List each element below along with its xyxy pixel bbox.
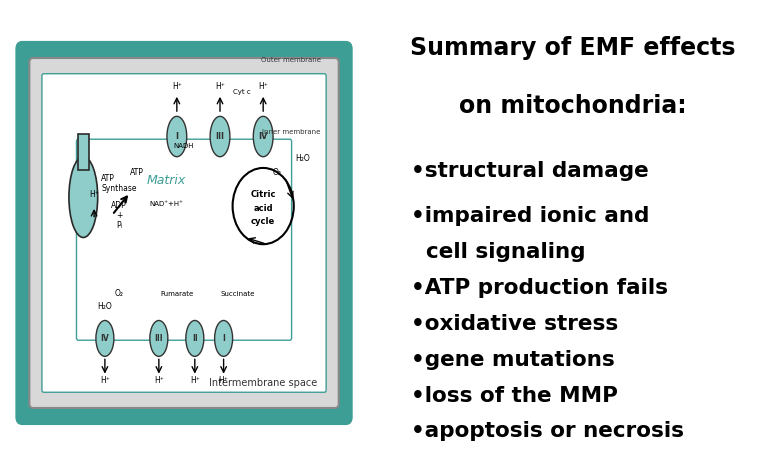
FancyBboxPatch shape	[16, 43, 351, 424]
Text: NAD⁺+H⁺: NAD⁺+H⁺	[149, 201, 183, 207]
Ellipse shape	[69, 157, 98, 238]
Ellipse shape	[253, 117, 273, 157]
Ellipse shape	[186, 320, 204, 356]
FancyBboxPatch shape	[52, 110, 315, 370]
FancyBboxPatch shape	[30, 58, 339, 408]
Text: H⁺: H⁺	[190, 376, 199, 385]
Text: H⁺: H⁺	[258, 82, 268, 91]
Text: cycle: cycle	[251, 217, 275, 226]
FancyBboxPatch shape	[42, 74, 326, 392]
Text: Intermembrane space: Intermembrane space	[209, 377, 317, 388]
Text: •ATP production fails: •ATP production fails	[411, 278, 668, 298]
Text: Matrix: Matrix	[146, 174, 185, 186]
Text: O₂: O₂	[273, 168, 282, 177]
Text: Summary of EMF effects: Summary of EMF effects	[411, 36, 736, 59]
Text: H⁺: H⁺	[219, 376, 228, 385]
Text: H₂O: H₂O	[296, 154, 310, 163]
FancyBboxPatch shape	[65, 124, 303, 355]
Text: IV: IV	[258, 132, 268, 141]
Text: •gene mutations: •gene mutations	[411, 350, 615, 370]
Ellipse shape	[96, 320, 114, 356]
Text: cell signaling: cell signaling	[411, 242, 586, 262]
Text: H⁺: H⁺	[215, 82, 225, 91]
Text: •oxidative stress: •oxidative stress	[411, 314, 619, 334]
Text: II: II	[192, 334, 198, 343]
Text: ADP
+
Pᵢ: ADP + Pᵢ	[111, 201, 127, 230]
Ellipse shape	[150, 320, 168, 356]
Text: ATP: ATP	[131, 168, 144, 177]
Text: Fumarate: Fumarate	[160, 291, 193, 297]
Text: Outer membrane: Outer membrane	[260, 58, 321, 64]
Text: •apoptosis or necrosis: •apoptosis or necrosis	[411, 421, 684, 441]
Text: IV: IV	[101, 334, 109, 343]
FancyBboxPatch shape	[77, 139, 292, 340]
Text: H₂O: H₂O	[98, 302, 113, 311]
Text: Inner membrane: Inner membrane	[263, 129, 321, 135]
Text: I: I	[175, 132, 178, 141]
Ellipse shape	[214, 320, 232, 356]
Text: Citric: Citric	[250, 190, 276, 199]
Text: III: III	[216, 132, 224, 141]
Text: Succinate: Succinate	[221, 291, 255, 297]
Text: H⁺: H⁺	[154, 376, 163, 385]
Text: acid: acid	[253, 203, 273, 213]
Text: III: III	[155, 334, 163, 343]
Text: •structural damage: •structural damage	[411, 161, 649, 181]
Text: •loss of the MMP: •loss of the MMP	[411, 386, 618, 405]
Text: I: I	[222, 334, 225, 343]
Text: Cyt c: Cyt c	[233, 89, 250, 95]
Bar	[78, 134, 88, 170]
Text: H⁺: H⁺	[89, 190, 99, 199]
Text: O₂: O₂	[115, 289, 124, 298]
Text: H⁺: H⁺	[172, 82, 181, 91]
Ellipse shape	[167, 117, 187, 157]
Text: •impaired ionic and: •impaired ionic and	[411, 206, 649, 226]
Text: ATP
Synthase: ATP Synthase	[102, 174, 137, 193]
Text: H⁺: H⁺	[100, 376, 109, 385]
Text: NADH: NADH	[174, 143, 194, 149]
Ellipse shape	[210, 117, 230, 157]
Text: on mitochondria:: on mitochondria:	[459, 94, 687, 118]
